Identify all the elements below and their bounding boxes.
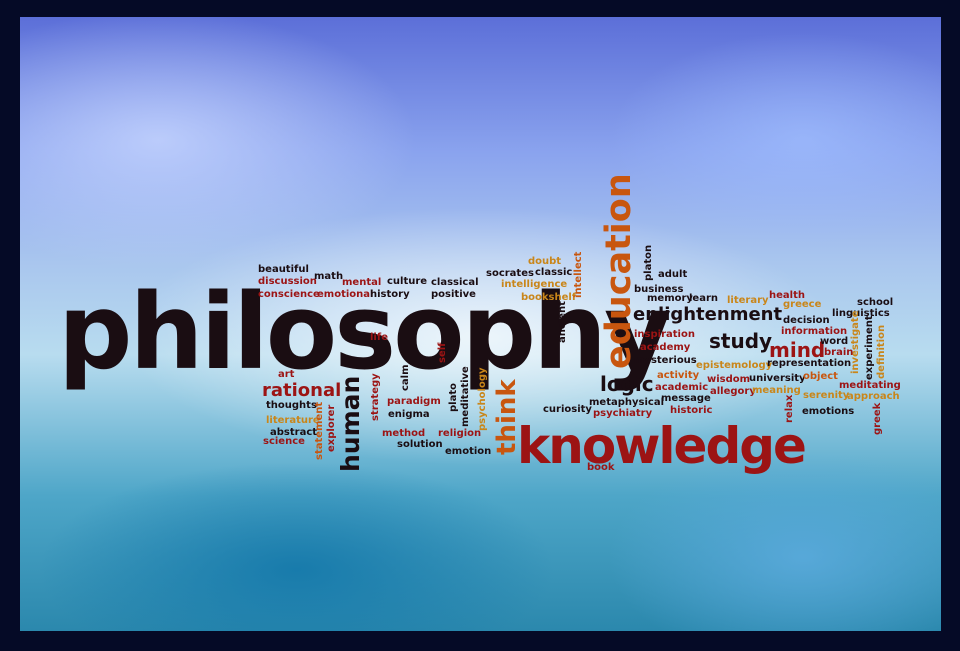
word-meditating: meditating [839,380,901,391]
word-positive: positive [431,289,476,300]
word-representation: representation [767,358,852,369]
word-academy: academy [640,342,691,353]
word-abstract: abstract [270,427,318,438]
word-platon: platon [643,244,654,281]
word-decision: decision [783,315,830,326]
word-history: history [370,289,410,300]
word-intelligence: intelligence [501,279,568,290]
word-wisdom: wisdom [707,374,751,385]
word-science: science [263,436,305,447]
word-metaphysical: metaphysical [589,397,665,408]
word-thoughts: thoughts [266,400,317,411]
word-book: book [587,462,615,473]
word-definition: definition [876,324,887,379]
word-logic: logic [600,372,654,396]
word-calm: calm [400,364,411,391]
word-knowledge: knowledge [517,417,807,475]
word-strategy: strategy [370,373,381,421]
word-meaning: meaning [752,385,801,396]
word-human: human [336,375,365,472]
word-discussion: discussion [258,276,317,287]
word-activity: activity [657,370,700,381]
word-brain: brain [824,347,854,358]
word-allegory: allegory [710,386,756,397]
word-message: message [661,393,711,404]
word-object: object [803,371,838,382]
word-paradigm: paradigm [387,396,441,407]
word-think: think [492,379,522,455]
word-statement: statement [314,401,325,460]
word-greek: greek [872,402,883,435]
word-bookshelf: bookshelf [521,292,577,303]
word-plato: plato [448,383,459,412]
word-mental: mental [342,277,382,288]
word-school: school [857,297,894,308]
word-health: health [769,290,805,301]
word-emotional: emotional [317,289,374,300]
word-socrates: socrates [486,268,534,279]
word-ancient: ancient [557,301,568,343]
word-conscience: conscience [258,289,320,300]
word-mind: mind [769,338,826,362]
word-study: study [709,329,773,353]
word-epistemology: epistemology [696,360,773,371]
word-religion: religion [438,428,482,439]
word-enigma: enigma [388,409,430,420]
word-learn: learn [689,293,719,304]
word-university: university [749,373,806,384]
word-emotion: emotion [445,446,492,457]
word-solution: solution [397,439,443,450]
word-historic: historic [670,405,713,416]
word-intellect: intellect [573,251,584,298]
word-emotions: emotions [802,406,855,417]
word-memory: memory [647,293,693,304]
word-mysterious: mysterious [634,355,697,366]
word-cloud-image: philosophy knowledge education enlighten… [20,17,941,631]
word-investigate: investigate [850,310,861,374]
word-explorer: explorer [326,404,337,452]
word-philosophy: philosophy [58,271,672,393]
word-linguistics: linguistics [832,308,890,319]
word-serenity: serenity [803,390,850,401]
word-curiosity: curiosity [543,404,592,415]
word-meditative: meditative [460,366,471,427]
word-math: math [314,271,344,282]
word-academic: academic [655,382,709,393]
word-approach: approach [847,391,900,402]
word-greece: greece [783,299,822,310]
word-beautiful: beautiful [258,264,309,275]
word-word: word [820,336,849,347]
word-method: method [382,428,426,439]
word-relax: relax [784,394,795,423]
word-literary: literary [727,295,769,306]
word-culture: culture [387,276,428,287]
word-enlightenment: enlightenment [633,304,783,325]
word-classic: classic [535,267,573,278]
word-psychology: psychology [477,367,488,431]
word-classical: classical [431,277,479,288]
word-information: information [781,326,848,337]
word-literature: literature [266,415,320,426]
word-adult: adult [658,269,688,280]
word-business: business [634,284,684,295]
word-inspiration: inspiration [634,329,695,340]
word-experiment: experiment [864,315,875,380]
word-rational: rational [262,380,342,401]
word-doubt: doubt [528,256,562,267]
word-psychiatry: psychiatry [593,408,653,419]
word-life: life [370,332,388,343]
word-education: education [599,173,639,369]
word-art: art [278,369,295,380]
word-self: self [437,342,448,363]
